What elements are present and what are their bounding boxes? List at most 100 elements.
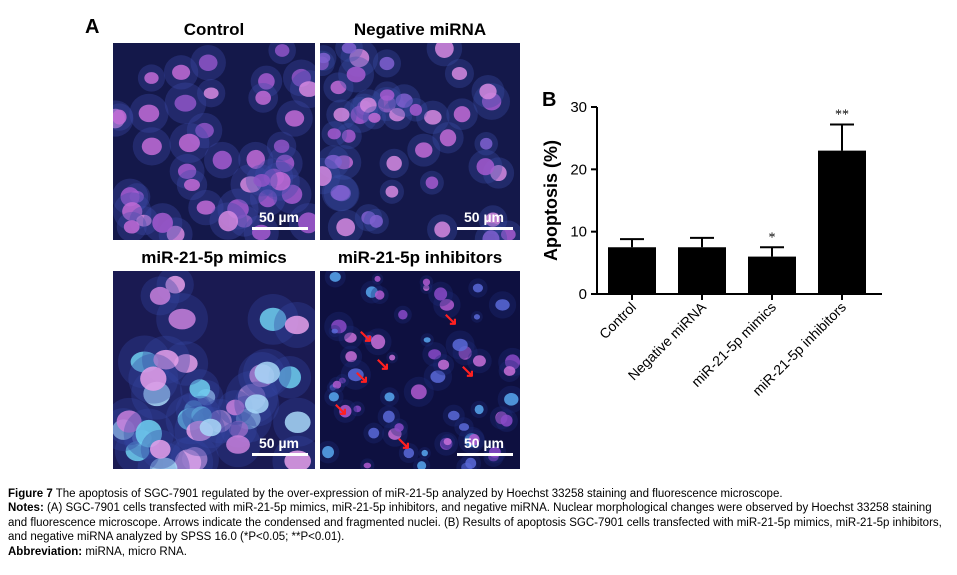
nucleus: [149, 457, 178, 469]
nucleus: [141, 137, 162, 156]
figure-7: A Control Negative miRNA miR-21-5p mimic…: [85, 16, 882, 469]
nucleus: [196, 200, 216, 215]
nucleus: [473, 314, 481, 320]
nucleus: [138, 104, 160, 123]
nucleus: [345, 351, 357, 363]
nucleus: [183, 178, 201, 192]
nucleus: [415, 142, 433, 158]
abbreviation-label: Abbreviation:: [8, 545, 83, 558]
nucleus: [226, 435, 250, 454]
nucleus: [500, 228, 516, 240]
nucleus: [458, 423, 470, 431]
nucleus: [281, 184, 303, 204]
micrograph-inhibitors: [320, 271, 520, 469]
nucleus: [447, 410, 460, 421]
nucleus: [423, 284, 430, 292]
nucleus: [425, 176, 439, 189]
nucleus: [203, 87, 219, 99]
nucleus: [165, 275, 186, 294]
nucleus: [424, 110, 442, 125]
nucleus: [338, 377, 346, 384]
nucleus: [327, 128, 341, 140]
scale-bar: [252, 453, 308, 456]
nucleus: [365, 286, 378, 298]
nucleus: [439, 298, 455, 311]
nucleus: [298, 81, 315, 97]
scale-bar: [457, 227, 513, 230]
nucleus: [149, 286, 171, 305]
nucleus: [472, 355, 486, 367]
nucleus: [273, 139, 290, 153]
nucleus: [270, 172, 291, 191]
scale-bar: [457, 453, 513, 456]
nucleus: [389, 108, 406, 122]
nucleus: [504, 393, 519, 406]
scale-bar-label: 50 µm: [464, 435, 504, 451]
micrograph-negative-mirna: [320, 43, 520, 240]
scale-bar: [252, 227, 308, 230]
arrow-icon: ↘: [396, 433, 412, 453]
nucleus: [284, 315, 310, 335]
nucleus: [474, 404, 484, 415]
nucleus: [421, 449, 428, 457]
nucleus: [434, 221, 451, 238]
nucleus: [465, 457, 477, 469]
nucleus: [341, 129, 356, 143]
micrograph-control: [113, 43, 315, 240]
nucleus: [322, 445, 334, 459]
arrow-icon: ↘: [358, 326, 374, 346]
nucleus: [166, 225, 185, 240]
nucleus: [500, 414, 513, 427]
bar: [818, 150, 866, 294]
nucleus: [368, 427, 380, 439]
nucleus: [360, 97, 377, 113]
nucleus: [246, 149, 265, 169]
nucleus: [255, 90, 272, 105]
nucleus: [153, 349, 179, 370]
nucleus: [384, 392, 395, 402]
y-tick-label: 0: [579, 286, 587, 303]
nucleus: [346, 66, 366, 83]
nucleus: [212, 150, 232, 170]
bar: [748, 256, 796, 294]
nucleus: [189, 379, 211, 399]
nucleus: [174, 94, 197, 112]
nucleus: [365, 335, 373, 342]
nucleus: [480, 137, 493, 150]
figure-caption: Figure 7 The apoptosis of SGC-7901 regul…: [8, 487, 950, 559]
nucleus: [379, 56, 395, 71]
image-title-control: Control: [183, 20, 245, 39]
nucleus: [428, 349, 442, 360]
nucleus: [254, 361, 280, 384]
nucleus: [452, 338, 468, 352]
nucleus: [369, 214, 383, 228]
y-tick-label: 30: [570, 99, 587, 116]
nucleus: [336, 218, 356, 237]
nucleus: [258, 189, 278, 208]
nucleus: [274, 44, 290, 57]
figure-title: The apoptosis of SGC-7901 regulated by t…: [52, 488, 783, 500]
nucleus: [344, 332, 357, 343]
nucleus: [152, 212, 173, 233]
nucleus: [363, 462, 372, 469]
image-title-mimics: miR-21-5p mimics: [141, 248, 287, 267]
nucleus: [116, 410, 142, 433]
nucleus: [253, 173, 271, 187]
significance-marker: *: [769, 230, 776, 245]
nucleus: [479, 83, 497, 100]
arrow-icon: ↘: [375, 354, 391, 374]
nucleus: [434, 287, 448, 301]
micrograph-mimics: [113, 271, 315, 469]
y-tick-label: 10: [570, 224, 587, 241]
nucleus: [226, 399, 245, 416]
y-tick-label: 20: [570, 161, 587, 178]
nucleus: [168, 308, 196, 330]
nucleus: [377, 95, 396, 113]
nucleus: [136, 214, 152, 227]
nucleus: [339, 404, 352, 418]
arrow-icon: ↘: [460, 361, 476, 381]
nucleus: [453, 106, 471, 123]
nucleus: [353, 405, 362, 413]
nucleus: [199, 418, 222, 437]
